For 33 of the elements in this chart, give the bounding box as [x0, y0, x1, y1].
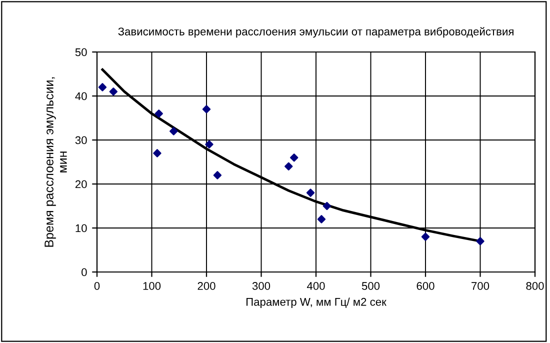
x-tick-label: 200: [198, 282, 216, 290]
point: [476, 237, 484, 246]
x-tick-label: 500: [362, 282, 380, 290]
point: [202, 105, 211, 114]
chart-title: Зависимость времени расслоения эмульсии от параметра виброводействия: [118, 27, 514, 38]
point: [109, 88, 118, 96]
y-tick-label: 0: [82, 268, 87, 276]
y-tick-label: 30: [75, 136, 87, 144]
point: [306, 188, 315, 197]
y-tick-label: 40: [75, 92, 87, 100]
x-tick-label: 0: [94, 282, 100, 290]
point: [322, 202, 332, 210]
point: [154, 110, 163, 118]
x-tick-label: 800: [526, 282, 544, 290]
point: [284, 162, 293, 170]
point: [98, 83, 107, 92]
x-tick-label: 100: [143, 282, 161, 290]
point: [421, 232, 430, 241]
point: [170, 127, 178, 136]
point: [290, 154, 298, 162]
y-tick-label: 20: [75, 180, 87, 188]
y-tick-label: 50: [75, 48, 87, 56]
y-tick-label: 10: [76, 224, 87, 232]
point: [213, 171, 222, 180]
point: [317, 215, 326, 224]
x-tick-label: 300: [252, 282, 270, 290]
y-axis-title: Время расслоения эмульсии, мин: [44, 77, 67, 247]
x-tick-label: 700: [472, 282, 490, 290]
point: [205, 140, 214, 148]
x-tick-label: 600: [416, 282, 434, 290]
point: [153, 149, 162, 158]
x-tick-label: 400: [306, 282, 325, 290]
x-axis-title: Параметр W, мм Гц/ м2 сек: [246, 298, 386, 308]
